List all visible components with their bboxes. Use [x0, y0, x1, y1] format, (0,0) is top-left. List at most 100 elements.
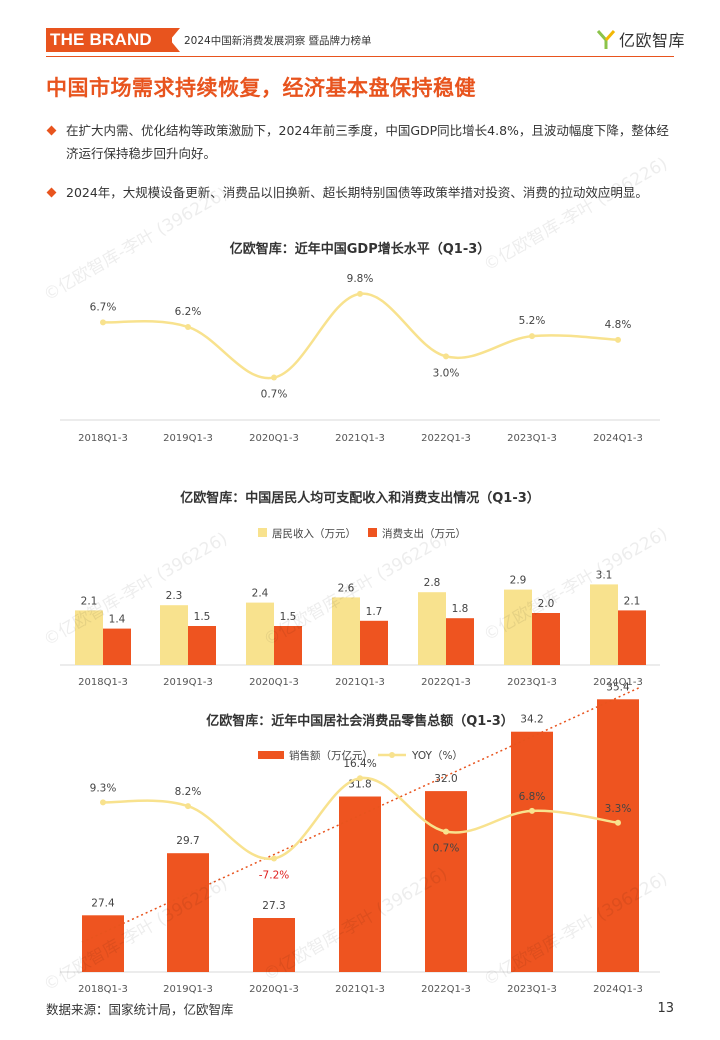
- expense-data-label: 1.4: [109, 614, 126, 626]
- gdp-data-point: [357, 290, 363, 297]
- income-bar: [590, 584, 618, 665]
- brand-badge: THE BRAND: [46, 28, 172, 52]
- gdp-data-point: [615, 336, 621, 343]
- expense-bar: [103, 628, 131, 665]
- gdp-data-label: 4.8%: [605, 319, 632, 331]
- yoy-data-label: 6.8%: [519, 791, 546, 803]
- expense-data-label: 1.8: [452, 603, 469, 615]
- header-subtitle: 2024中国新消费发展洞察 暨品牌力榜单: [184, 35, 372, 47]
- income-data-label: 2.3: [166, 590, 183, 602]
- expense-bar: [618, 610, 646, 665]
- expense-bar: [360, 620, 388, 665]
- legend-label: 消费支出（万元）: [382, 527, 466, 540]
- income-bar: [75, 610, 103, 665]
- x-tick-label: 2018Q1-3: [78, 433, 128, 444]
- expense-data-label: 2.1: [624, 595, 641, 607]
- diamond-bullet-icon: [46, 125, 57, 136]
- sales-bar: [425, 791, 467, 972]
- income-data-label: 2.9: [510, 575, 527, 587]
- legend-label: 居民收入（万元）: [272, 527, 356, 540]
- data-source-note: 数据来源：国家统计局，亿欧智库: [46, 1002, 234, 1017]
- sales-data-label: 29.7: [176, 835, 199, 847]
- expense-data-label: 1.5: [280, 611, 297, 623]
- sales-bar: [253, 918, 295, 972]
- x-tick-label: 2019Q1-3: [163, 433, 213, 444]
- gdp-data-point: [271, 374, 277, 381]
- legend-swatch: [389, 752, 395, 758]
- header-divider: [46, 56, 674, 57]
- yoy-data-point: [443, 828, 449, 835]
- x-tick-label: 2022Q1-3: [421, 984, 471, 995]
- sales-bar: [597, 699, 639, 972]
- retail-chart-title: 亿欧智库：近年中国居社会消费品零售总额（Q1-3）: [206, 714, 514, 729]
- gdp-data-label: 0.7%: [261, 389, 288, 401]
- income-chart-title: 亿欧智库：中国居民人均可支配收入和消费支出情况（Q1-3）: [180, 491, 540, 506]
- legend-swatch: [258, 528, 267, 537]
- gdp-data-label: 3.0%: [433, 367, 460, 379]
- yoy-data-label: -7.2%: [259, 869, 289, 881]
- retail-combo-chart: 销售额（万亿元） YOY（%） 27.4 2018Q1-3 29.7 2019Q1-3 27…: [60, 681, 660, 995]
- x-tick-label: 2021Q1-3: [335, 677, 385, 688]
- gdp-data-point: [185, 323, 191, 330]
- yoy-data-point: [100, 799, 106, 806]
- x-tick-label: 2020Q1-3: [249, 677, 299, 688]
- page-header: THE BRAND 2024中国新消费发展洞察 暨品牌力榜单 亿欧智库: [0, 0, 720, 64]
- x-tick-label: 2023Q1-3: [507, 433, 557, 444]
- x-tick-label: 2019Q1-3: [163, 677, 213, 688]
- x-tick-label: 2024Q1-3: [593, 677, 643, 688]
- legend-label: YOY（%）: [411, 750, 463, 762]
- x-tick-label: 2019Q1-3: [163, 984, 213, 995]
- iyiou-logo: 亿欧智库: [596, 27, 685, 51]
- income-data-label: 2.6: [338, 582, 355, 594]
- bullet-item: 2024年，大规模设备更新、消费品以旧换新、超长期特别国债等政策举措对投资、消费…: [46, 181, 678, 204]
- income-bar: [160, 605, 188, 665]
- gdp-data-point: [529, 333, 535, 340]
- x-tick-label: 2023Q1-3: [507, 984, 557, 995]
- x-tick-label: 2020Q1-3: [249, 984, 299, 995]
- yoy-data-point: [185, 803, 191, 810]
- sales-data-label: 27.3: [262, 900, 285, 912]
- income-bar: [504, 589, 532, 665]
- page-number: 13: [657, 1001, 674, 1016]
- sales-trendline: [81, 687, 640, 943]
- gdp-chart-title: 亿欧智库：近年中国GDP增长水平（Q1-3）: [229, 242, 491, 257]
- x-tick-label: 2018Q1-3: [78, 677, 128, 688]
- income-data-label: 3.1: [596, 569, 613, 581]
- income-data-label: 2.1: [81, 595, 98, 607]
- x-tick-label: 2022Q1-3: [421, 677, 471, 688]
- sales-data-label: 27.4: [91, 897, 115, 909]
- yoy-data-label: 8.2%: [175, 786, 202, 798]
- legend-label: 销售额（万亿元）: [289, 749, 373, 762]
- yoy-data-point: [615, 819, 621, 826]
- income-bar: [332, 597, 360, 665]
- income-bar-chart: 居民收入（万元） 消费支出（万元） 2.1 1.4 2018Q1-3 2.3 1.5 2019…: [60, 527, 660, 688]
- gdp-data-point: [443, 353, 449, 360]
- yoy-data-point: [271, 855, 277, 862]
- gdp-data-label: 6.7%: [90, 301, 117, 313]
- yoy-data-label: 9.3%: [90, 782, 117, 794]
- expense-bar: [274, 626, 302, 665]
- expense-data-label: 2.0: [538, 598, 555, 610]
- yoy-data-point: [357, 775, 363, 782]
- x-tick-label: 2021Q1-3: [335, 433, 385, 444]
- expense-data-label: 1.5: [194, 611, 211, 623]
- legend-swatch: [368, 528, 377, 537]
- yoy-data-label: 3.3%: [605, 803, 632, 815]
- income-data-label: 2.4: [252, 588, 269, 600]
- x-tick-label: 2021Q1-3: [335, 984, 385, 995]
- gdp-data-point: [100, 319, 106, 326]
- gdp-data-label: 6.2%: [175, 306, 202, 318]
- sales-bar: [339, 796, 381, 972]
- x-tick-label: 2022Q1-3: [421, 433, 471, 444]
- bullet-text: 2024年，大规模设备更新、消费品以旧换新、超长期特别国债等政策举措对投资、消费…: [66, 185, 648, 200]
- sales-data-label: 31.8: [348, 779, 371, 791]
- x-tick-label: 2024Q1-3: [593, 433, 643, 444]
- x-tick-label: 2020Q1-3: [249, 433, 299, 444]
- income-bar: [246, 602, 274, 665]
- x-tick-label: 2023Q1-3: [507, 677, 557, 688]
- sales-data-label: 35.4: [606, 681, 630, 693]
- diamond-bullet-icon: [46, 187, 57, 198]
- income-data-label: 2.8: [424, 577, 441, 589]
- sales-data-label: 32.0: [434, 773, 457, 785]
- yoy-data-label: 16.4%: [343, 758, 376, 770]
